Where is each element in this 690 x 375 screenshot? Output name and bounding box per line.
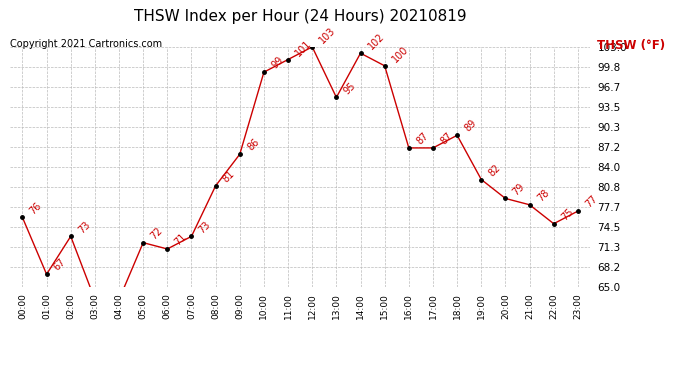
Text: 87: 87 <box>415 131 430 147</box>
Text: 87: 87 <box>439 131 454 147</box>
Text: 63: 63 <box>0 374 1 375</box>
Text: THSW Index per Hour (24 Hours) 20210819: THSW Index per Hour (24 Hours) 20210819 <box>134 9 466 24</box>
Text: 81: 81 <box>221 169 237 184</box>
Text: 77: 77 <box>584 194 600 210</box>
Text: 67: 67 <box>52 257 68 273</box>
Text: 72: 72 <box>149 225 165 241</box>
Text: 86: 86 <box>246 137 261 153</box>
Text: 71: 71 <box>173 232 188 248</box>
Text: THSW (°F): THSW (°F) <box>597 39 665 53</box>
Text: 73: 73 <box>77 219 92 235</box>
Text: 76: 76 <box>28 200 43 216</box>
Text: 89: 89 <box>463 118 478 134</box>
Text: 95: 95 <box>342 80 357 96</box>
Text: 99: 99 <box>270 55 285 71</box>
Text: 79: 79 <box>511 181 526 197</box>
Text: 103: 103 <box>318 26 338 45</box>
Text: 100: 100 <box>391 44 411 64</box>
Text: 78: 78 <box>535 188 551 203</box>
Text: 63: 63 <box>0 374 1 375</box>
Text: 75: 75 <box>560 206 575 222</box>
Text: 82: 82 <box>487 162 502 178</box>
Text: 102: 102 <box>366 32 386 52</box>
Text: 101: 101 <box>294 38 314 58</box>
Text: Copyright 2021 Cartronics.com: Copyright 2021 Cartronics.com <box>10 39 162 50</box>
Text: 73: 73 <box>197 219 213 235</box>
